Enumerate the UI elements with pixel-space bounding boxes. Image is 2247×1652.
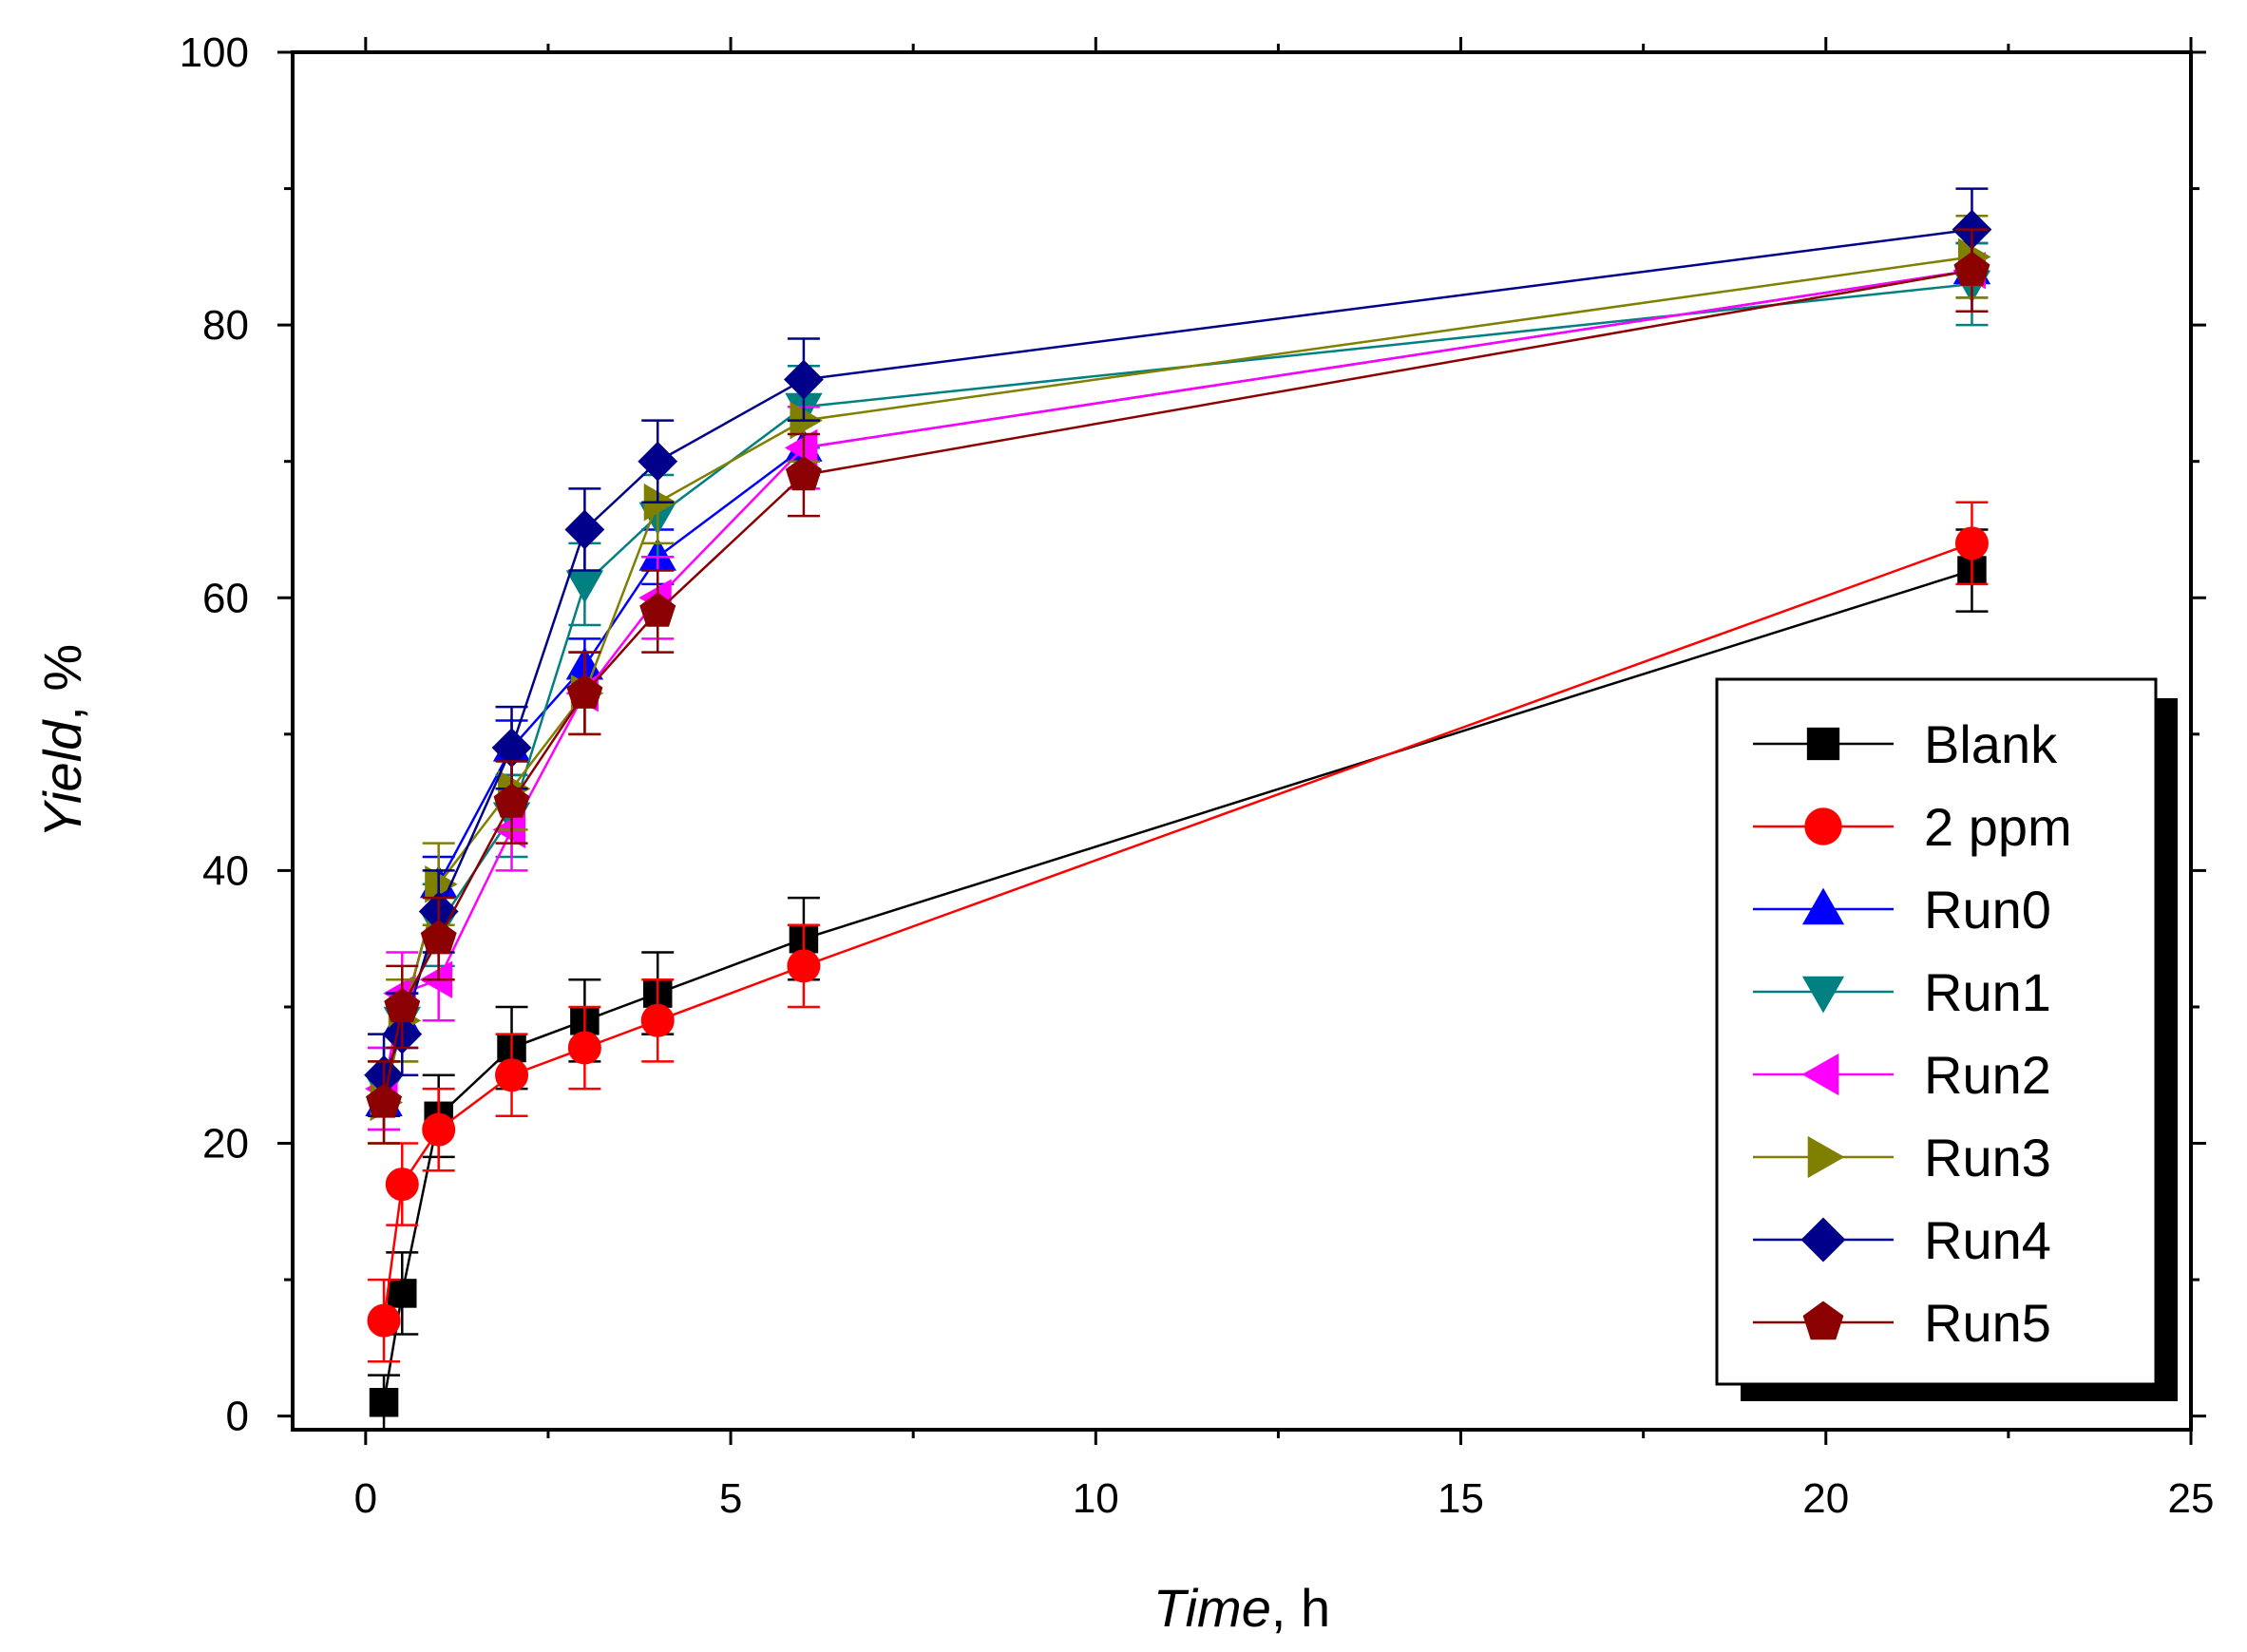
- legend-label: Run5: [1924, 1293, 2051, 1353]
- data-point: [366, 1083, 403, 1118]
- x-tick-label: 25: [2168, 1475, 2215, 1522]
- data-point: [1953, 251, 1990, 286]
- legend-item: Run5: [1753, 1293, 2051, 1353]
- data-point: [422, 1112, 456, 1147]
- legend-item: Run3: [1753, 1128, 2051, 1187]
- axis-ticks: 0 5 10 15 20 25 0 20 40 60 80 100: [180, 29, 2215, 1522]
- legend-item: Run4: [1753, 1210, 2051, 1270]
- data-point: [564, 509, 605, 550]
- series-run5: [366, 228, 1990, 1145]
- data-point: [385, 1168, 419, 1202]
- data-point: [639, 592, 676, 627]
- data-point: [495, 1058, 529, 1092]
- data-point: [388, 1279, 417, 1308]
- data-point: [367, 1303, 401, 1338]
- y-axis-title: Yield, %: [32, 644, 92, 838]
- x-tick-label: 20: [1802, 1475, 1849, 1522]
- legend-box: [1715, 677, 2158, 1386]
- data-point: [420, 920, 457, 955]
- series-2-ppm: [367, 501, 1989, 1363]
- legend-item: Blank: [1753, 714, 2058, 774]
- legend-item: 2 ppm: [1753, 797, 2072, 857]
- legend-label: Run2: [1924, 1045, 2051, 1105]
- x-tick-label: 10: [1073, 1475, 1119, 1522]
- legend-label: Run0: [1924, 880, 2051, 940]
- data-point: [369, 1388, 399, 1417]
- data-point: [425, 865, 458, 903]
- x-tick-label: 5: [719, 1475, 742, 1522]
- legend-label: 2 ppm: [1924, 797, 2072, 857]
- legend-label: Blank: [1924, 714, 2058, 774]
- data-point: [566, 674, 603, 709]
- y-tick-label: 20: [202, 1121, 249, 1168]
- legend-item: Run1: [1753, 962, 2051, 1022]
- legend-marker: [1801, 976, 1845, 1014]
- data-point: [567, 1031, 601, 1065]
- y-tick-label: 60: [202, 575, 249, 621]
- data-point: [784, 359, 824, 400]
- legend-label: Run1: [1924, 962, 2051, 1022]
- y-tick-label: 40: [202, 847, 249, 894]
- legend-marker: [1802, 1301, 1844, 1340]
- data-point: [787, 949, 821, 983]
- x-tick-label: 15: [1438, 1475, 1484, 1522]
- y-tick-label: 0: [226, 1394, 249, 1440]
- data-point: [638, 441, 678, 482]
- legend-marker: [1801, 1053, 1839, 1096]
- legend-label: Run4: [1924, 1210, 2051, 1270]
- legend-items: Blank 2 ppm Run0 Run1 Run2 Run3 Run4 Run5: [1753, 714, 2072, 1353]
- y-tick-label: 80: [202, 302, 249, 349]
- legend-marker: [1806, 727, 1840, 761]
- legend-marker: [1804, 807, 1842, 845]
- series-layer: [364, 187, 1992, 1432]
- x-axis-title: Time, h: [1153, 1578, 1330, 1638]
- data-point: [640, 1003, 675, 1037]
- data-point: [784, 428, 818, 467]
- data-point: [384, 987, 421, 1023]
- legend-marker: [1807, 1135, 1845, 1179]
- y-tick-label: 100: [180, 29, 249, 76]
- series-line: [382, 569, 1972, 1403]
- x-tick-label: 0: [354, 1475, 377, 1522]
- data-point: [1954, 526, 1989, 560]
- legend: Blank 2 ppm Run0 Run1 Run2 Run3 Run4 Run5: [1715, 677, 2178, 1401]
- legend-marker: [1800, 1217, 1846, 1263]
- legend-label: Run3: [1924, 1128, 2051, 1187]
- legend-item: Run0: [1753, 880, 2051, 940]
- plot-frame: [291, 50, 2193, 1432]
- legend-marker: [1801, 887, 1845, 925]
- legend-item: Run2: [1753, 1045, 2051, 1105]
- data-point: [785, 456, 822, 491]
- data-point: [493, 783, 530, 818]
